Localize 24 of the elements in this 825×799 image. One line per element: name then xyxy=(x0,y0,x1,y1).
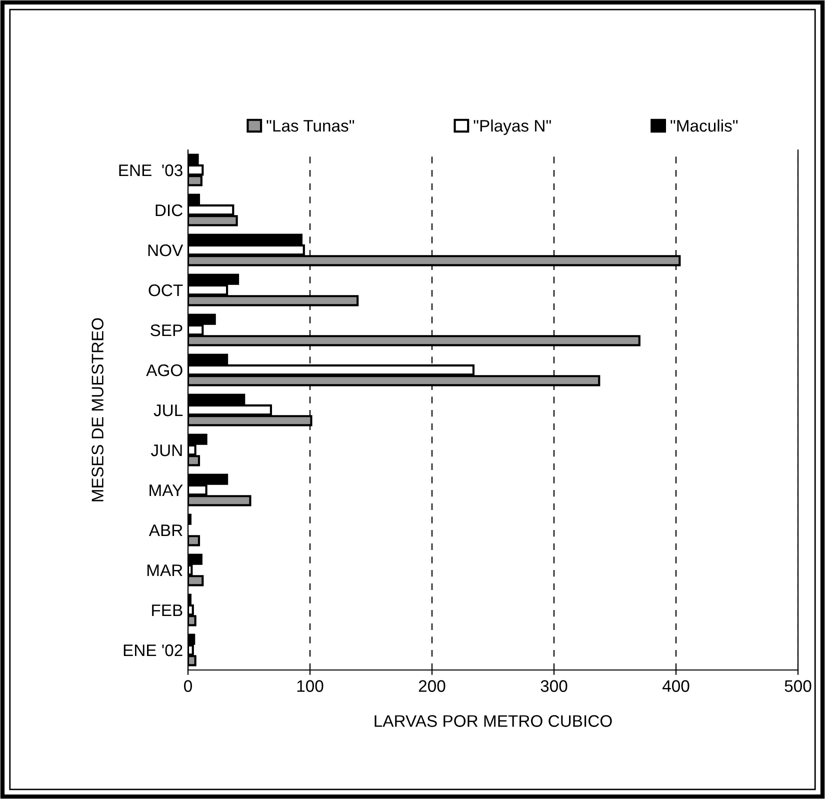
x-tick-label: 100 xyxy=(297,680,324,692)
x-axis-title: LARVAS POR METRO CUBICO xyxy=(374,715,612,727)
y-tick-label: JUL xyxy=(154,404,183,416)
y-tick-label: JUN xyxy=(150,444,182,456)
y-tick-label: SEP xyxy=(150,324,182,336)
y-tick-label: ENE '02 xyxy=(124,644,182,656)
y-tick-label: MAR xyxy=(147,564,182,576)
legend-label: "Maculis" xyxy=(670,119,738,132)
legend-label: "Las Tunas" xyxy=(266,120,354,132)
x-tick-label: 500 xyxy=(784,680,812,692)
y-axis-title: MESES DE MUESTREO xyxy=(92,318,104,502)
x-tick-label: 200 xyxy=(418,680,446,692)
y-tick-label: OCT xyxy=(148,284,183,296)
y-tick-label: AGO xyxy=(146,364,182,376)
y-tick-label: MAY xyxy=(150,484,183,496)
y-tick-label: ABR xyxy=(148,524,182,536)
y-tick-label: ENE '03 xyxy=(119,164,182,176)
x-tick-label: 400 xyxy=(662,680,690,692)
x-tick-label: 0 xyxy=(184,680,192,692)
x-tick-label: 300 xyxy=(540,680,568,692)
y-tick-label: FEB xyxy=(152,604,182,616)
legend-label: "Playas N" xyxy=(474,119,551,135)
y-tick-label: NOV xyxy=(148,244,184,256)
y-tick-label: DIC xyxy=(156,204,183,216)
